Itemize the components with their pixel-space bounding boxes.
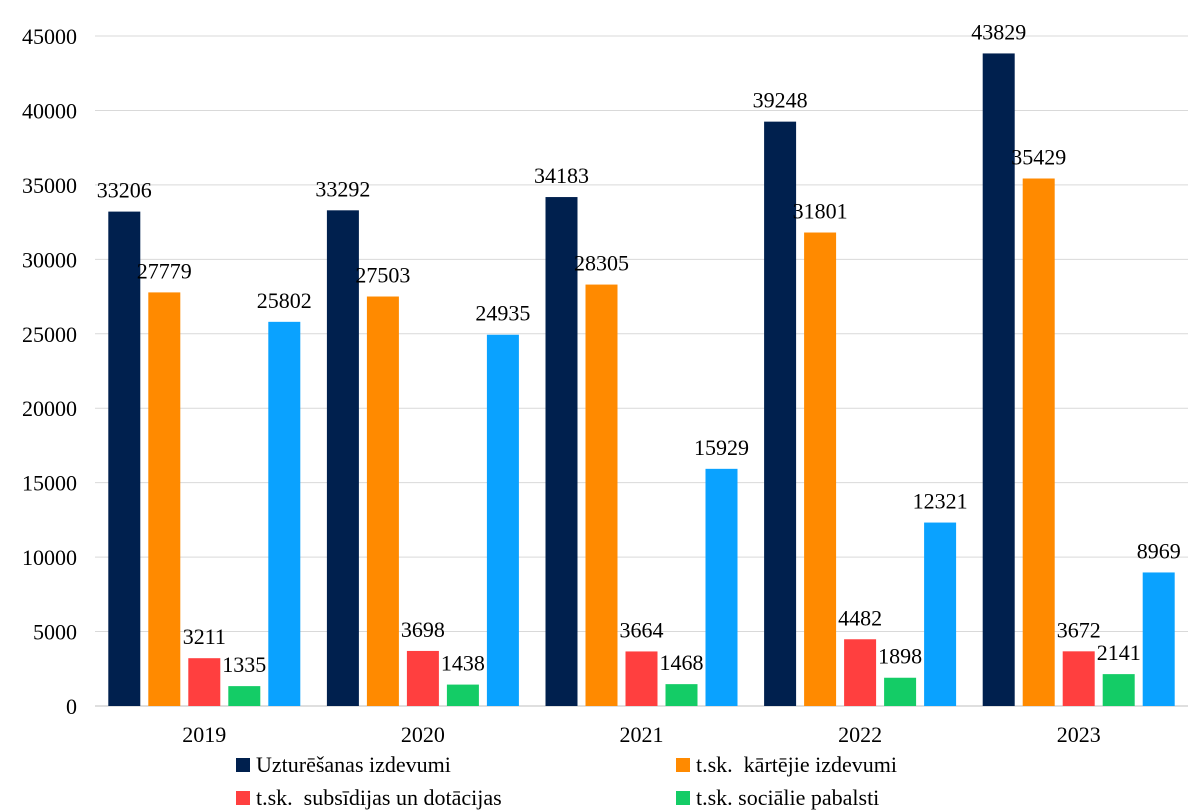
bar-2019-series-0 <box>108 211 141 706</box>
data-label-2023-series-4: 8969 <box>1137 538 1181 563</box>
bar-2023-series-3 <box>1102 674 1135 706</box>
x-tick-label: 2023 <box>1057 722 1101 747</box>
bar-2019-series-2 <box>188 658 221 706</box>
x-tick-label: 2020 <box>401 722 445 747</box>
bar-2023-series-2 <box>1062 651 1095 706</box>
bar-2022-series-3 <box>884 677 917 706</box>
bar-2022-series-4 <box>924 522 957 706</box>
data-label-2020-series-0: 33292 <box>315 176 370 201</box>
bar-2020-series-1 <box>366 296 399 706</box>
data-label-2022-series-4: 12321 <box>913 489 968 514</box>
data-label-2021-series-3: 1468 <box>660 650 704 675</box>
data-label-2020-series-1: 27503 <box>355 263 410 288</box>
data-label-2022-series-2: 4482 <box>838 605 882 630</box>
data-label-2019-series-1: 27779 <box>137 258 192 283</box>
bar-2020-series-2 <box>406 650 439 706</box>
bar-2019-series-3 <box>228 686 261 706</box>
bar-2022-series-0 <box>764 121 797 707</box>
data-label-2021-series-4: 15929 <box>694 435 749 460</box>
data-label-2023-series-3: 2141 <box>1097 640 1141 665</box>
x-tick-label: 2019 <box>182 722 226 747</box>
data-label-2020-series-3: 1438 <box>441 651 485 676</box>
data-label-2019-series-4: 25802 <box>257 288 312 313</box>
data-label-2020-series-4: 24935 <box>475 301 530 326</box>
bar-2020-series-3 <box>446 684 479 706</box>
bar-2023-series-0 <box>982 53 1015 707</box>
bar-2023-series-4 <box>1142 572 1175 706</box>
data-labels: 33206 27779 3211 1335 25802 33292 27503 3698 143… <box>97 19 1181 677</box>
data-label-2023-series-1: 35429 <box>1011 145 1066 170</box>
data-label-2021-series-0: 34183 <box>534 163 589 188</box>
data-label-2021-series-1: 28305 <box>574 251 629 276</box>
bars <box>108 53 1175 707</box>
y-tick-label: 35000 <box>22 173 77 198</box>
data-label-2022-series-1: 31801 <box>793 199 848 224</box>
data-label-2019-series-3: 1335 <box>222 652 266 677</box>
bar-2021-series-0 <box>545 197 578 707</box>
y-tick-label: 15000 <box>22 471 77 496</box>
bar-2023-series-1 <box>1022 178 1055 706</box>
data-label-2020-series-2: 3698 <box>401 617 445 642</box>
y-tick-label: 40000 <box>22 98 77 123</box>
data-label-2022-series-3: 1898 <box>878 644 922 669</box>
y-tick-label: 45000 <box>22 24 77 49</box>
x-tick-label: 2021 <box>620 722 664 747</box>
y-tick-label: 30000 <box>22 247 77 272</box>
y-tick-label: 25000 <box>22 322 77 347</box>
y-tick-label: 20000 <box>22 396 77 421</box>
data-label-2022-series-0: 39248 <box>753 88 808 113</box>
bar-2019-series-4 <box>268 321 301 706</box>
bar-2021-series-2 <box>625 651 658 706</box>
x-tick-label: 2022 <box>838 722 882 747</box>
x-axis-ticks: 2019 2020 2021 2022 2023 <box>182 722 1100 747</box>
bar-2021-series-4 <box>705 468 738 706</box>
y-tick-label: 0 <box>66 694 77 719</box>
data-label-2021-series-2: 3664 <box>620 617 664 642</box>
bar-2021-series-1 <box>585 284 618 706</box>
bar-2019-series-1 <box>148 292 181 706</box>
data-label-2019-series-2: 3211 <box>183 624 226 649</box>
bar-2020-series-4 <box>486 334 519 706</box>
y-tick-label: 5000 <box>33 620 77 645</box>
bar-2022-series-1 <box>804 232 837 707</box>
data-label-2019-series-0: 33206 <box>97 178 152 203</box>
bar-2022-series-2 <box>844 639 877 706</box>
data-label-2023-series-2: 3672 <box>1057 617 1101 642</box>
bar-2021-series-3 <box>665 684 698 706</box>
y-tick-label: 10000 <box>22 545 77 570</box>
data-label-2023-series-0: 43829 <box>971 19 1026 44</box>
bar-2020-series-0 <box>326 210 359 707</box>
y-axis-ticks: 0 5000 10000 15000 20000 25000 30000 35000 40000… <box>22 24 77 719</box>
